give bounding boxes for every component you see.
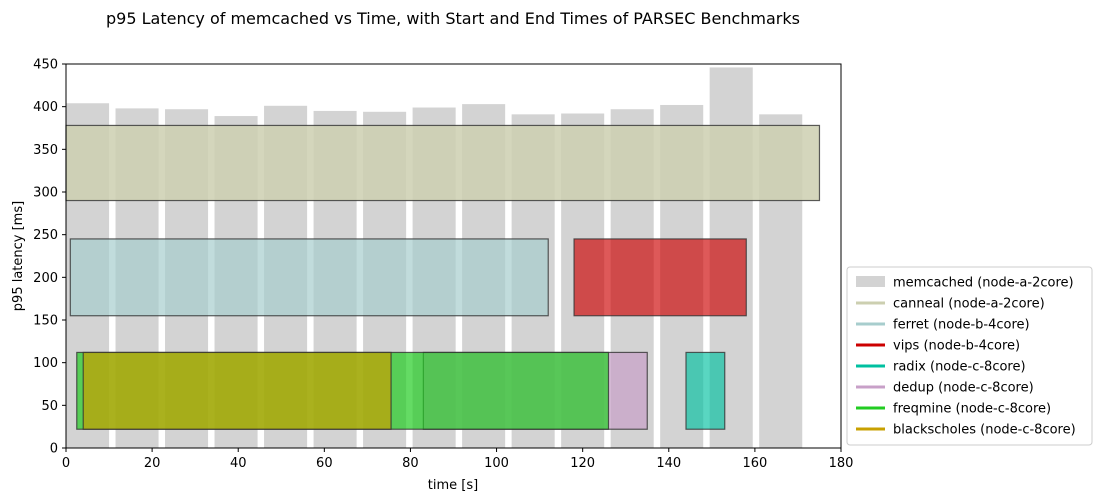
dedup-legend-label: dedup (node-c-8core) — [893, 381, 1034, 396]
x-tick-label: 0 — [62, 456, 70, 471]
y-tick-label: 200 — [33, 271, 58, 286]
chart-title: p95 Latency of memcached vs Time, with S… — [106, 9, 800, 28]
memcached-legend-swatch — [856, 276, 885, 287]
radix-legend-label: radix (node-c-8core) — [893, 360, 1026, 375]
x-tick-label: 20 — [144, 456, 161, 471]
plot-area: 0 20 40 60 80 100 120 140 160 180 0 50 100 150 200 250 3… — [33, 58, 853, 472]
y-tick-label: 400 — [33, 100, 58, 115]
vips-interval — [573, 238, 747, 317]
vips-legend-label: vips (node-b-4core) — [893, 339, 1020, 354]
y-tick-label: 0 — [50, 442, 58, 457]
freqmine-legend-label: freqmine (node-c-8core) — [893, 402, 1051, 417]
y-axis-title: p95 latency [ms] — [11, 201, 26, 311]
memcached-legend-label: memcached (node-a-2core) — [893, 276, 1074, 291]
plot-frame — [65, 63, 842, 449]
x-tick-label: 160 — [742, 456, 767, 471]
y-tick-label: 300 — [33, 186, 58, 201]
x-tick-label: 140 — [656, 456, 681, 471]
x-tick-label: 60 — [316, 456, 333, 471]
canneal-legend-label: canneal (node-a-2core) — [893, 297, 1045, 312]
y-tick-label: 250 — [33, 228, 58, 243]
x-tick-label: 180 — [829, 456, 854, 471]
y-tick-label: 350 — [33, 143, 58, 158]
radix-interval — [685, 351, 726, 430]
y-tick-label: 100 — [33, 356, 58, 371]
x-tick-label: 120 — [570, 456, 595, 471]
y-tick-label: 450 — [33, 58, 58, 73]
x-tick-label: 40 — [230, 456, 247, 471]
blackscholes-interval — [82, 351, 392, 430]
y-tick-label: 50 — [41, 399, 58, 414]
legend-box — [846, 266, 1093, 446]
x-axis-title: time [s] — [428, 478, 478, 493]
ferret-interval — [69, 238, 549, 317]
y-tick-label: 150 — [33, 314, 58, 329]
ferret-legend-label: ferret (node-b-4core) — [893, 318, 1030, 333]
blackscholes-legend-label: blackscholes (node-c-8core) — [893, 423, 1076, 438]
x-tick-label: 100 — [484, 456, 509, 471]
legend: memcached (node-a-2core) canneal (node-a-… — [846, 266, 1093, 446]
canneal-interval — [65, 124, 821, 202]
x-tick-label: 80 — [402, 456, 419, 471]
